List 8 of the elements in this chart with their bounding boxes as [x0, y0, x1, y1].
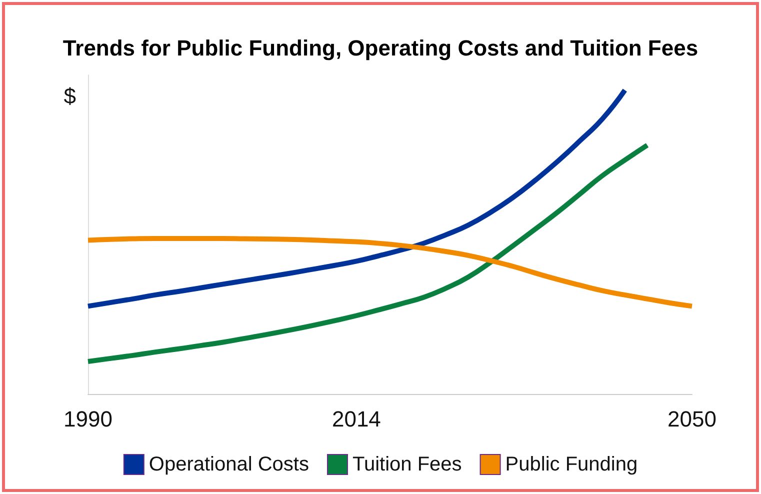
legend-label: Tuition Fees [352, 454, 462, 476]
legend-label: Operational Costs [148, 454, 309, 476]
x-tick-label: 2014 [332, 406, 381, 432]
x-tick-label: 1990 [64, 406, 112, 432]
legend-label: Public Funding [505, 454, 638, 476]
y-axis-title: $ [64, 84, 76, 108]
chart-title: Trends for Public Funding, Operating Costs and Tuition Fees [62, 36, 698, 60]
x-tick-label: 2050 [668, 406, 716, 432]
